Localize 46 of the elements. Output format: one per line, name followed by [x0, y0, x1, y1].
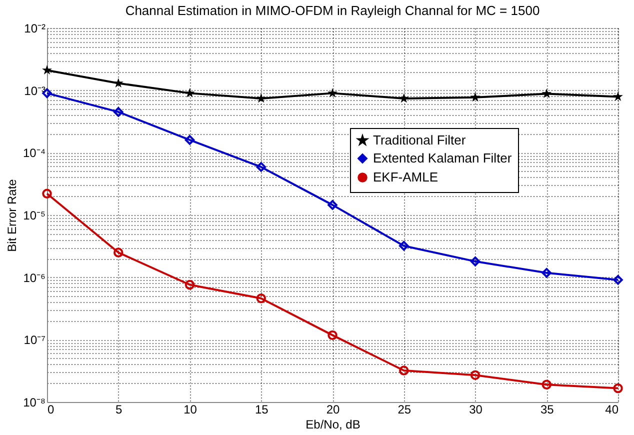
point	[114, 107, 124, 117]
chart-title: Channal Estimation in MIMO-OFDM in Rayleigh Channal for MC = 1500	[125, 3, 540, 18]
point	[256, 293, 266, 304]
point	[398, 93, 409, 103]
point	[328, 330, 338, 340]
x-tick-label: 10	[184, 402, 198, 416]
legend-label: Extented Kalaman Filter	[373, 150, 512, 166]
y-tick-label: 10⁻⁵	[23, 208, 46, 222]
point	[328, 88, 338, 98]
point	[470, 92, 480, 102]
point	[470, 370, 480, 380]
y-tick-label: 10⁻⁷	[24, 333, 46, 348]
legend-label: Traditional Filter	[373, 132, 466, 148]
point	[328, 200, 338, 210]
point	[542, 380, 552, 390]
y-axis-title: Bit Error Rate	[4, 178, 19, 252]
x-tick-label: 5	[116, 402, 123, 416]
x-tick-label: 35	[540, 402, 554, 416]
y-tick-label: 10⁻⁴	[22, 146, 46, 160]
x-tick-label: 20	[326, 402, 340, 416]
x-tick-label: 0	[48, 402, 54, 416]
y-tick-label: 10⁻³	[24, 84, 46, 98]
point	[542, 88, 552, 98]
point	[256, 93, 266, 103]
x-tick-label: 25	[398, 402, 412, 416]
point	[613, 275, 623, 285]
x-axis-title: Eb/No, dB	[306, 418, 360, 432]
point	[256, 162, 266, 172]
point	[399, 366, 409, 376]
x-tick-label: 15	[254, 402, 269, 416]
point	[470, 256, 480, 266]
point	[114, 248, 124, 258]
point	[42, 65, 52, 74]
legend-label: EKF-AMLE	[373, 170, 438, 184]
point	[184, 88, 195, 98]
x-tick-label: 30	[469, 402, 483, 416]
point	[113, 78, 124, 88]
y-tick-label: 10⁻⁶	[23, 270, 46, 285]
point	[184, 135, 195, 145]
point	[542, 268, 552, 278]
y-tick-label: 10⁻⁸	[23, 396, 46, 410]
y-tick-label: 10⁻²	[24, 22, 46, 36]
point	[399, 240, 409, 251]
point	[613, 91, 623, 101]
point	[184, 280, 195, 290]
x-tick-label: 40	[605, 402, 619, 416]
